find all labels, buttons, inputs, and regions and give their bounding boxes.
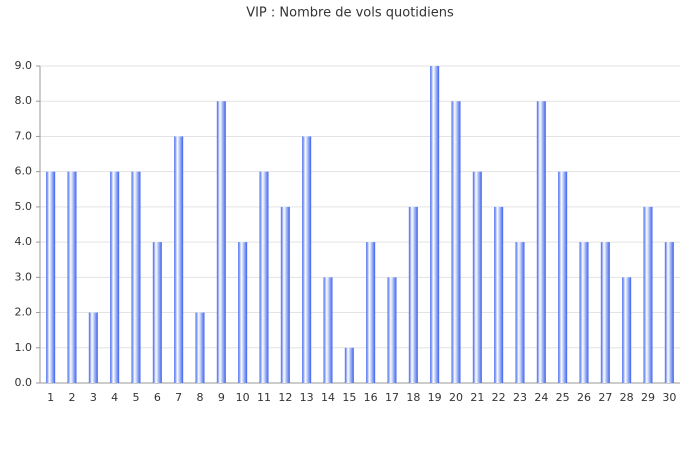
x-tick-label: 18 <box>406 391 420 404</box>
bar <box>494 206 504 383</box>
x-tick-label: 8 <box>197 391 204 404</box>
bar <box>323 277 333 383</box>
bar <box>110 171 120 383</box>
x-tick-label: 29 <box>641 391 655 404</box>
bar <box>174 136 184 383</box>
x-tick-label: 19 <box>428 391 442 404</box>
x-tick-label: 10 <box>236 391 250 404</box>
bar <box>46 171 56 383</box>
bar <box>344 347 354 383</box>
bar <box>664 242 674 383</box>
bar <box>515 242 525 383</box>
chart-title: VIP : Nombre de vols quotidiens <box>246 6 454 21</box>
x-tick-label: 16 <box>364 391 378 404</box>
bar <box>643 206 653 383</box>
bar <box>366 242 376 383</box>
bar <box>472 171 482 383</box>
x-tick-label: 5 <box>133 391 140 404</box>
bar <box>408 206 418 383</box>
x-tick-label: 12 <box>278 391 292 404</box>
x-tick-label: 4 <box>111 391 118 404</box>
x-tick-label: 21 <box>470 391 484 404</box>
x-tick-label: 30 <box>662 391 676 404</box>
bar <box>430 66 440 383</box>
x-tick-label: 9 <box>218 391 225 404</box>
x-tick-label: 3 <box>90 391 97 404</box>
bar <box>131 171 141 383</box>
x-tick-label: 22 <box>492 391 506 404</box>
x-tick-label: 11 <box>257 391 271 404</box>
y-tick-label: 7.0 <box>15 129 33 142</box>
y-tick-label: 8.0 <box>15 94 33 107</box>
x-tick-label: 27 <box>598 391 612 404</box>
x-tick-label: 6 <box>154 391 161 404</box>
x-tick-label: 28 <box>620 391 634 404</box>
bar <box>558 171 568 383</box>
x-tick-label: 1 <box>47 391 54 404</box>
y-tick-label: 2.0 <box>15 306 33 319</box>
bar <box>600 242 610 383</box>
x-tick-label: 14 <box>321 391 335 404</box>
x-tick-label: 24 <box>534 391 548 404</box>
bar <box>579 242 589 383</box>
bar <box>302 136 312 383</box>
bar <box>259 171 269 383</box>
bar <box>195 312 205 383</box>
bar <box>622 277 632 383</box>
bar <box>238 242 248 383</box>
y-tick-label: 9.0 <box>15 59 33 72</box>
x-tick-label: 7 <box>175 391 182 404</box>
y-tick-label: 3.0 <box>15 270 33 283</box>
x-tick-label: 13 <box>300 391 314 404</box>
y-tick-label: 6.0 <box>15 165 33 178</box>
x-tick-label: 17 <box>385 391 399 404</box>
x-tick-label: 20 <box>449 391 463 404</box>
y-tick-label: 0.0 <box>15 376 33 389</box>
bar <box>152 242 162 383</box>
bar <box>216 101 226 383</box>
x-tick-label: 15 <box>342 391 356 404</box>
bar <box>536 101 546 383</box>
bar <box>88 312 98 383</box>
bar <box>451 101 461 383</box>
bar <box>387 277 397 383</box>
y-tick-label: 5.0 <box>15 200 33 213</box>
y-tick-label: 1.0 <box>15 341 33 354</box>
x-tick-label: 2 <box>69 391 76 404</box>
x-tick-label: 23 <box>513 391 527 404</box>
x-tick-label: 26 <box>577 391 591 404</box>
y-tick-label: 4.0 <box>15 235 33 248</box>
bar <box>67 171 77 383</box>
bar <box>280 206 290 383</box>
x-tick-label: 25 <box>556 391 570 404</box>
